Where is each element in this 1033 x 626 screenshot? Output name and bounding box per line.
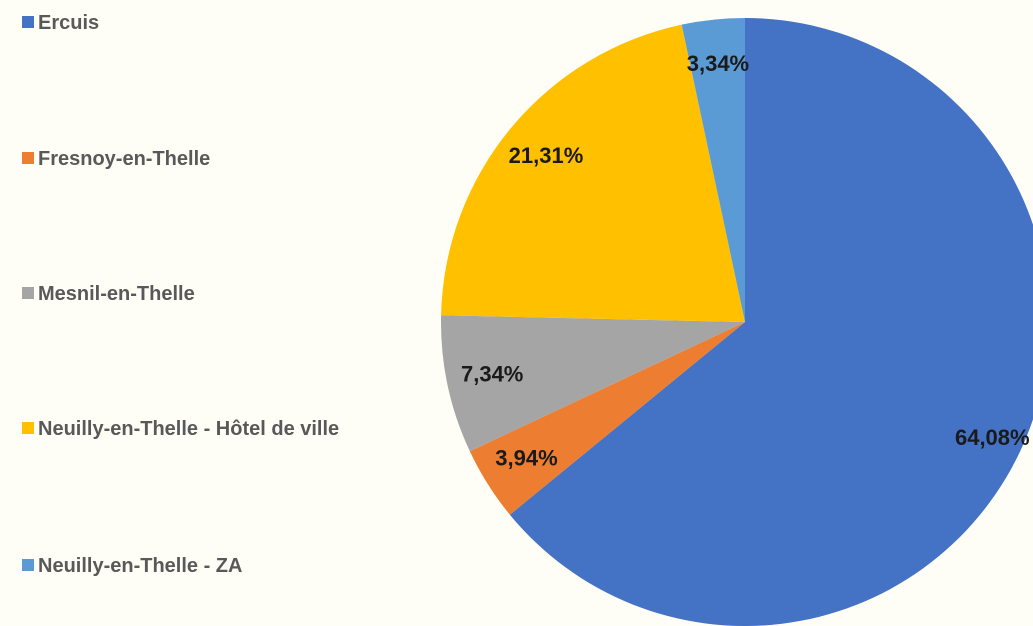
legend-label: Neuilly-en-Thelle - Hôtel de ville [38,418,340,440]
data-label: 3,34% [687,51,749,76]
legend-swatch [22,152,34,164]
legend-entry: Fresnoy-en-Thelle [22,144,358,174]
pie-slice [681,18,745,322]
legend-label: Mesnil-en-Thelle [38,283,195,305]
legend-label: Neuilly-en-Thelle - ZA [38,555,243,577]
legend-entry: Neuilly-en-Thelle - Hôtel de ville [22,414,358,444]
data-label: 7,34% [461,361,523,386]
legend-entry: Neuilly-en-Thelle - ZA [22,551,358,581]
legend-swatch [22,422,34,434]
pie-slice [509,18,1033,626]
legend-entry: Mesnil-en-Thelle [22,279,358,309]
data-label: 21,31% [509,143,584,168]
pie-slice [469,322,745,515]
data-label: 64,08% [955,425,1030,450]
pie-slice [441,24,745,322]
legend-label: Ercuis [38,12,100,34]
legend-swatch [22,16,34,28]
legend-entry: Ercuis [22,8,358,38]
legend-label: Fresnoy-en-Thelle [38,148,211,170]
legend-swatch [22,287,34,299]
data-label: 3,94% [495,446,557,471]
pie-slice [441,315,745,452]
legend-swatch [22,559,34,571]
